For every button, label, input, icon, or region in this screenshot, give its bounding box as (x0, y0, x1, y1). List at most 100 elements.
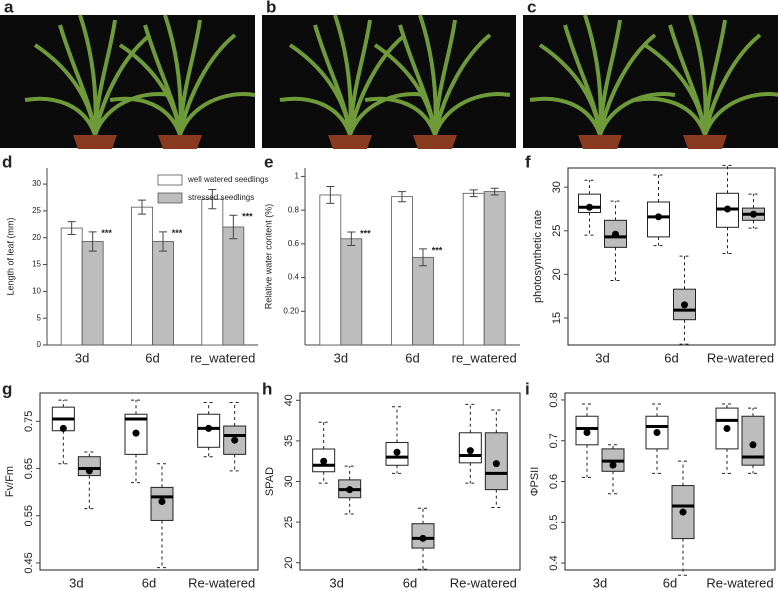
panel-letter: e (264, 152, 273, 171)
photo-a (0, 13, 257, 151)
bar (319, 194, 342, 346)
y-axis-label: ΦPSII (529, 467, 541, 497)
y-tick-label: 20 (551, 268, 563, 280)
mean-dot (583, 429, 591, 437)
panel-letter: d (2, 152, 12, 171)
y-tick-label: 0 (37, 340, 42, 349)
lower-whisker (582, 444, 592, 478)
upper-whisker (610, 200, 621, 221)
upper-whisker (748, 193, 759, 209)
box (77, 456, 101, 477)
mean-dot (723, 424, 731, 432)
lower-whisker (392, 465, 402, 474)
bar (222, 226, 245, 346)
upper-whisker (679, 255, 690, 290)
x-tick-label: 6d (663, 575, 677, 590)
error-bar (138, 199, 146, 215)
upper-whisker (203, 401, 214, 415)
y-axis-label: photosynthetic rate (532, 210, 544, 303)
mean-dot (749, 441, 757, 449)
error-bar (490, 187, 499, 196)
bar (412, 256, 434, 346)
bar (152, 241, 174, 346)
mean-dot (59, 424, 67, 432)
bar (60, 227, 83, 346)
y-tick-label: 20 (32, 233, 41, 242)
upper-whisker (131, 399, 141, 415)
error-bar (67, 221, 76, 236)
y-tick-label: 0.4 (548, 555, 560, 570)
y-tick-label: 20 (283, 557, 295, 569)
upper-whisker (584, 179, 595, 195)
mean-dot (346, 486, 354, 494)
upper-whisker (392, 406, 402, 443)
y-tick-label: 15 (32, 260, 41, 269)
mean-dot (320, 457, 328, 465)
mean-dot (492, 460, 500, 468)
y-tick-label: 25 (283, 516, 295, 528)
upper-whisker (748, 407, 758, 417)
upper-whisker (722, 164, 733, 194)
significance-label: *** (242, 212, 253, 222)
upper-whisker (608, 444, 618, 449)
upper-whisker (652, 403, 662, 417)
mean-dot (466, 447, 474, 455)
y-tick-label: 0.6 (288, 239, 300, 248)
bar (340, 238, 363, 346)
upper-whisker (344, 465, 355, 480)
x-tick-label: 3d (595, 350, 609, 365)
error-bar (159, 231, 167, 252)
y-tick-label: 0.75 (23, 411, 35, 432)
lower-whisker (678, 538, 688, 576)
x-tick-label: 3d (334, 350, 348, 365)
upper-whisker (84, 451, 95, 457)
y-tick-label: 0.8 (548, 392, 560, 407)
y-tick-label: 1 (295, 172, 300, 181)
x-tick-label: Re-watered (706, 575, 773, 590)
panel-letter: h (262, 379, 272, 398)
y-tick-label: 0.6 (548, 474, 560, 489)
lower-whisker (653, 236, 664, 247)
upper-whisker (229, 401, 240, 427)
y-tick-label: 15 (551, 312, 563, 324)
bar (391, 196, 413, 346)
y-tick-label: 0.20 (283, 306, 299, 315)
lower-whisker (722, 227, 733, 254)
y-tick-label: 40 (283, 394, 295, 406)
mean-dot (85, 467, 93, 475)
mean-dot (724, 205, 731, 213)
x-tick-label: 6d (142, 575, 156, 590)
panel-letter: c (527, 0, 536, 16)
error-bar (326, 186, 335, 204)
y-tick-label: 30 (32, 179, 41, 188)
panel-letter: f (525, 152, 531, 171)
mean-dot (231, 436, 239, 444)
y-tick-label: 0.55 (23, 505, 35, 526)
y-tick-label: 0.8 (288, 205, 300, 214)
y-axis-label: SPAD (264, 467, 276, 496)
panel-letter: g (2, 379, 12, 398)
mean-dot (679, 508, 687, 516)
panel-letter: a (4, 0, 14, 16)
lower-whisker (722, 448, 732, 474)
mean-dot (132, 429, 140, 437)
upper-whisker (465, 403, 476, 433)
y-tick-label: 30 (551, 181, 563, 193)
legend-label: well watered seedlings (187, 175, 269, 184)
y-tick-label: 10 (32, 286, 41, 295)
x-tick-label: re_watered (452, 350, 517, 365)
y-tick-label: 0.45 (23, 552, 35, 573)
mean-dot (205, 424, 213, 432)
mean-dot (612, 230, 619, 238)
y-axis-label: Fv/Fm (4, 466, 16, 497)
x-tick-label: 6d (145, 350, 159, 365)
legend-swatch (157, 174, 183, 186)
bar (462, 192, 485, 346)
lower-whisker (610, 247, 621, 281)
x-tick-label: 3d (69, 575, 83, 590)
y-tick-label: 0.65 (23, 458, 35, 479)
significance-label: *** (172, 228, 183, 238)
mean-dot (393, 448, 401, 456)
x-tick-label: Re-watered (450, 575, 517, 590)
